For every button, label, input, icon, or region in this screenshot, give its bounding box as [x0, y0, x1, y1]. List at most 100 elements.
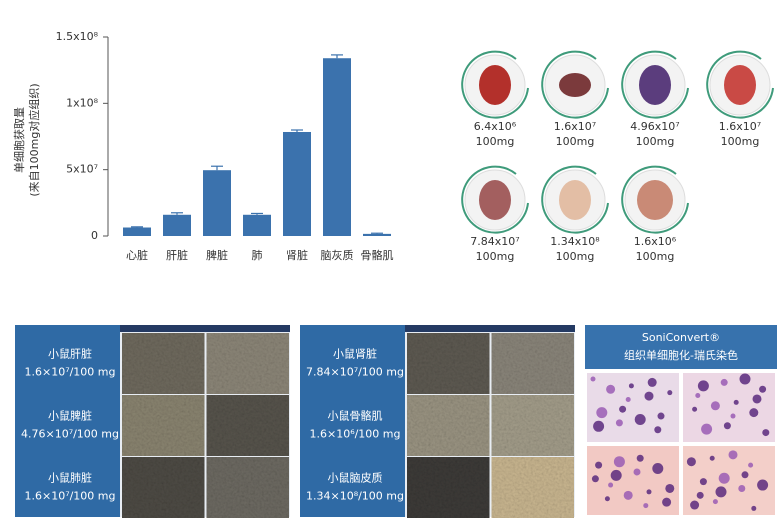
stained-cell: [665, 483, 675, 493]
error-bar: [131, 226, 143, 228]
organ-count: 4.96x10⁷: [630, 120, 679, 133]
organ-count: 1.6x10⁶: [634, 235, 677, 248]
x-tick-label: 骨骼肌: [361, 248, 394, 262]
y-axis-label: (来自100mg对应组织): [27, 83, 41, 196]
bar: [123, 227, 151, 236]
stain-header: [585, 325, 777, 369]
bar: [163, 214, 191, 236]
organ-image: [724, 65, 756, 105]
micrograph: [206, 333, 289, 394]
micrograph: [491, 395, 574, 456]
stained-cell: [662, 497, 672, 507]
bar: [323, 58, 351, 236]
x-tick-label: 脑灰质: [321, 248, 354, 262]
tissue-yield: 1.6×10⁷/100 mg: [24, 490, 115, 503]
organ-mass: 100mg: [476, 250, 515, 263]
organ-ring: [541, 165, 609, 234]
micrograph: [206, 457, 289, 518]
micrograph: [122, 457, 205, 518]
organ-count: 1.6x10⁷: [719, 120, 761, 133]
tissue-name: 小鼠脾脏: [48, 409, 92, 423]
stained-cell: [720, 378, 728, 386]
tissue-name: 小鼠肝脏: [48, 347, 92, 361]
stained-cell: [595, 461, 603, 469]
stained-cell: [696, 491, 704, 499]
stained-cell: [652, 463, 664, 475]
stained-cell: [628, 383, 634, 389]
x-tick-label: 脾脏: [206, 248, 228, 262]
organ-mass: 100mg: [721, 135, 760, 148]
y-axis-label: 单细胞获取量: [13, 107, 26, 173]
stained-cell: [733, 399, 739, 405]
organ-count: 7.84x10⁷: [470, 235, 519, 248]
stained-cell: [657, 412, 665, 420]
stained-cell: [590, 376, 596, 382]
stained-cell: [692, 406, 698, 412]
micrograph: [407, 395, 490, 456]
stained-cell: [757, 479, 769, 491]
stained-cell: [636, 454, 644, 462]
organ-mass: 100mg: [476, 135, 515, 148]
bar: [283, 131, 311, 236]
error-bar: [171, 212, 183, 215]
bar: [203, 170, 231, 236]
error-bar: [291, 129, 303, 132]
organ-ring: [461, 165, 529, 234]
organ-ring: [541, 50, 609, 119]
stained-cell: [712, 499, 718, 505]
stain-subtitle: 组织单细胞化-瑞氏染色: [624, 348, 738, 362]
stained-cell: [762, 429, 770, 437]
error-bar: [331, 54, 343, 59]
error-bar: [251, 212, 263, 215]
panel-strip: [405, 325, 575, 332]
stained-cell: [751, 505, 757, 511]
stained-cell: [654, 426, 662, 434]
tissue-yield: 1.34×10⁸/100 mg: [306, 490, 404, 503]
y-tick-label: 5x10⁷: [66, 163, 98, 176]
organ-mass: 100mg: [636, 250, 675, 263]
stained-cell: [723, 422, 731, 430]
tissue-yield: 7.84×10⁷/100 mg: [306, 366, 404, 379]
stained-cell: [604, 496, 610, 502]
stain-image: [683, 373, 775, 442]
x-tick-label: 肾脏: [286, 249, 308, 262]
y-tick-label: 1.5x10⁸: [56, 30, 99, 43]
panel-label-column: [15, 325, 120, 517]
stained-cell: [699, 478, 707, 486]
stained-cell: [728, 450, 738, 460]
stained-cell: [606, 384, 616, 394]
bar: [363, 233, 391, 236]
stained-cell: [623, 490, 633, 500]
micrograph: [491, 333, 574, 394]
organ-image: [637, 180, 673, 220]
tissue-name: 小鼠脑皮质: [328, 471, 383, 485]
micrograph: [491, 457, 574, 518]
stained-cell: [608, 482, 614, 488]
stained-cell: [715, 486, 727, 498]
error-bar: [371, 232, 383, 234]
stained-cell: [730, 413, 736, 419]
organ-ring: [621, 165, 689, 234]
stained-cell: [759, 385, 767, 393]
tissue-yield: 4.76×10⁷/100 mg: [21, 428, 119, 441]
stained-cell: [695, 393, 701, 399]
stained-cell: [596, 407, 608, 419]
organ-count: 1.6x10⁷: [554, 120, 596, 133]
stained-cell: [613, 456, 625, 468]
stained-cell: [709, 455, 715, 461]
stained-cell: [647, 377, 657, 387]
organ-image: [559, 180, 591, 220]
stained-cell: [625, 397, 631, 403]
x-tick-label: 心脏: [126, 249, 148, 262]
organ-mass: 100mg: [556, 135, 595, 148]
tissue-name: 小鼠肾脏: [333, 347, 377, 361]
tissue-name: 小鼠骨骼肌: [328, 409, 383, 423]
micrograph: [122, 333, 205, 394]
organ-ring: [621, 50, 689, 119]
micrograph: [407, 333, 490, 394]
stained-cell: [593, 420, 605, 432]
stained-cell: [697, 380, 709, 392]
stained-cell: [749, 408, 759, 418]
organ-mass: 100mg: [636, 135, 675, 148]
